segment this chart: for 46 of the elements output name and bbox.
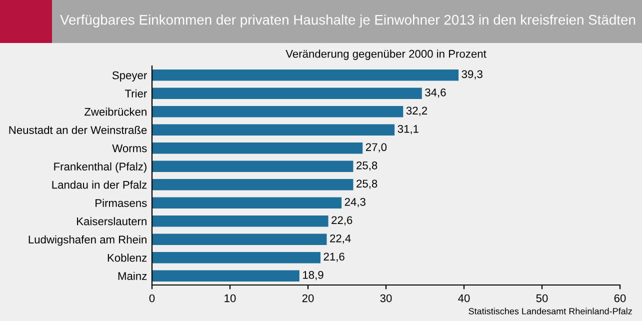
bar bbox=[152, 234, 327, 246]
x-tick-label: 60 bbox=[614, 294, 626, 302]
data-label: 22,4 bbox=[330, 234, 351, 244]
x-tick-label: 40 bbox=[458, 294, 470, 302]
data-label: 25,8 bbox=[356, 180, 378, 189]
bar bbox=[152, 270, 300, 282]
y-tick-label: Koblenz bbox=[108, 254, 147, 262]
y-tick-label: Pirmasens bbox=[96, 198, 147, 208]
bar bbox=[152, 197, 342, 209]
data-label: 24,3 bbox=[344, 198, 366, 208]
x-tick-label: 10 bbox=[224, 294, 236, 302]
x-tick-label: 50 bbox=[536, 294, 548, 302]
chart-subtitle: Veränderung gegenüber 2000 in Prozent bbox=[286, 50, 486, 60]
data-label: 22,6 bbox=[332, 216, 352, 226]
y-tick-label: Worms bbox=[112, 144, 147, 152]
x-tick-label: 30 bbox=[380, 294, 392, 302]
data-label: 21,6 bbox=[324, 252, 344, 262]
bar bbox=[152, 160, 354, 172]
y-tick-label: Landau in der Pfalz bbox=[52, 180, 147, 189]
data-label: 18,9 bbox=[303, 270, 324, 280]
bar bbox=[152, 88, 422, 100]
bar bbox=[152, 69, 459, 81]
x-tick-label: 20 bbox=[302, 294, 314, 302]
data-label: 25,8 bbox=[356, 161, 378, 171]
y-tick-label: Frankenthal (Pfalz) bbox=[54, 162, 146, 173]
y-tick-label: Trier bbox=[124, 89, 147, 98]
data-label: 31,1 bbox=[398, 124, 418, 134]
text: Statistisches Landesamt Rheinland-Pfalz bbox=[468, 308, 632, 314]
bar bbox=[152, 178, 354, 190]
x-tick-label: 0 bbox=[149, 294, 155, 302]
data-label: 32,2 bbox=[406, 106, 428, 116]
y-tick-label: Ludwigshafen am Rhein bbox=[28, 235, 146, 246]
bar bbox=[152, 215, 328, 227]
data-label: 27,0 bbox=[366, 143, 387, 152]
data-label: 39,3 bbox=[462, 70, 482, 80]
y-tick-label: Mainz bbox=[118, 272, 147, 280]
y-tick-label: Neustadt an der Weinstraße bbox=[9, 126, 147, 134]
bar bbox=[152, 252, 320, 264]
chart-title: Verfügbares Einkommen der privaten Haushalte je Einwohner 2013 in den kreisfreien Städten bbox=[60, 14, 636, 28]
bar bbox=[152, 142, 363, 154]
y-tick-label: Speyer bbox=[112, 71, 147, 82]
y-tick-label: Kaiserslautern bbox=[77, 217, 146, 226]
data-label: 34,6 bbox=[425, 88, 446, 98]
bar bbox=[152, 124, 395, 136]
bar bbox=[152, 106, 404, 118]
y-tick-label: Zweibrücken bbox=[84, 108, 146, 116]
